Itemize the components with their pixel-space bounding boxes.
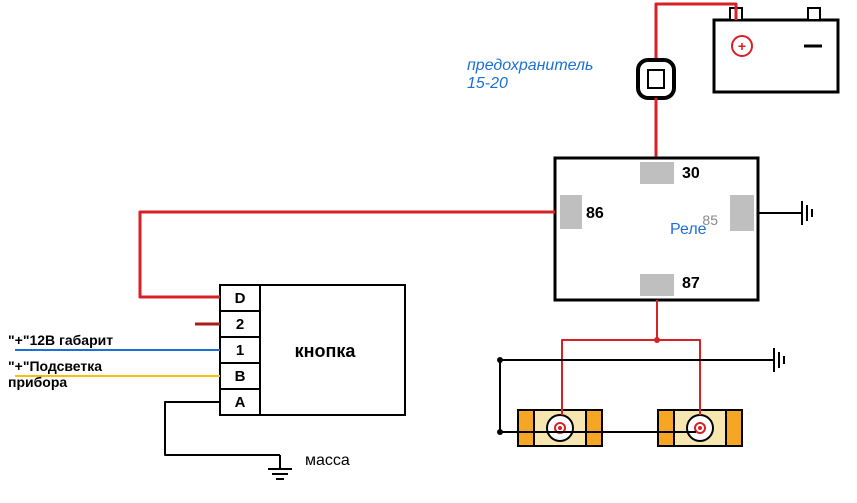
svg-text:1: 1 xyxy=(236,342,244,359)
svg-text:A: A xyxy=(235,394,246,411)
svg-text:87: 87 xyxy=(682,275,700,292)
svg-text:кнопка: кнопка xyxy=(295,341,357,361)
svg-text:Реле: Реле xyxy=(670,221,707,238)
svg-text:B: B xyxy=(235,368,246,385)
svg-text:86: 86 xyxy=(586,205,604,222)
svg-text:масса: масса xyxy=(305,452,350,469)
svg-text:"+"Подсветка: "+"Подсветка xyxy=(8,358,102,374)
svg-text:D: D xyxy=(235,290,246,307)
svg-text:30: 30 xyxy=(682,165,700,182)
svg-text:2: 2 xyxy=(236,316,244,333)
svg-text:прибора: прибора xyxy=(8,374,67,390)
svg-text:15-20: 15-20 xyxy=(467,75,508,92)
svg-text:предохранитель: предохранитель xyxy=(467,57,593,74)
svg-text:+: + xyxy=(738,38,746,54)
svg-text:"+"12В габарит: "+"12В габарит xyxy=(8,332,113,348)
